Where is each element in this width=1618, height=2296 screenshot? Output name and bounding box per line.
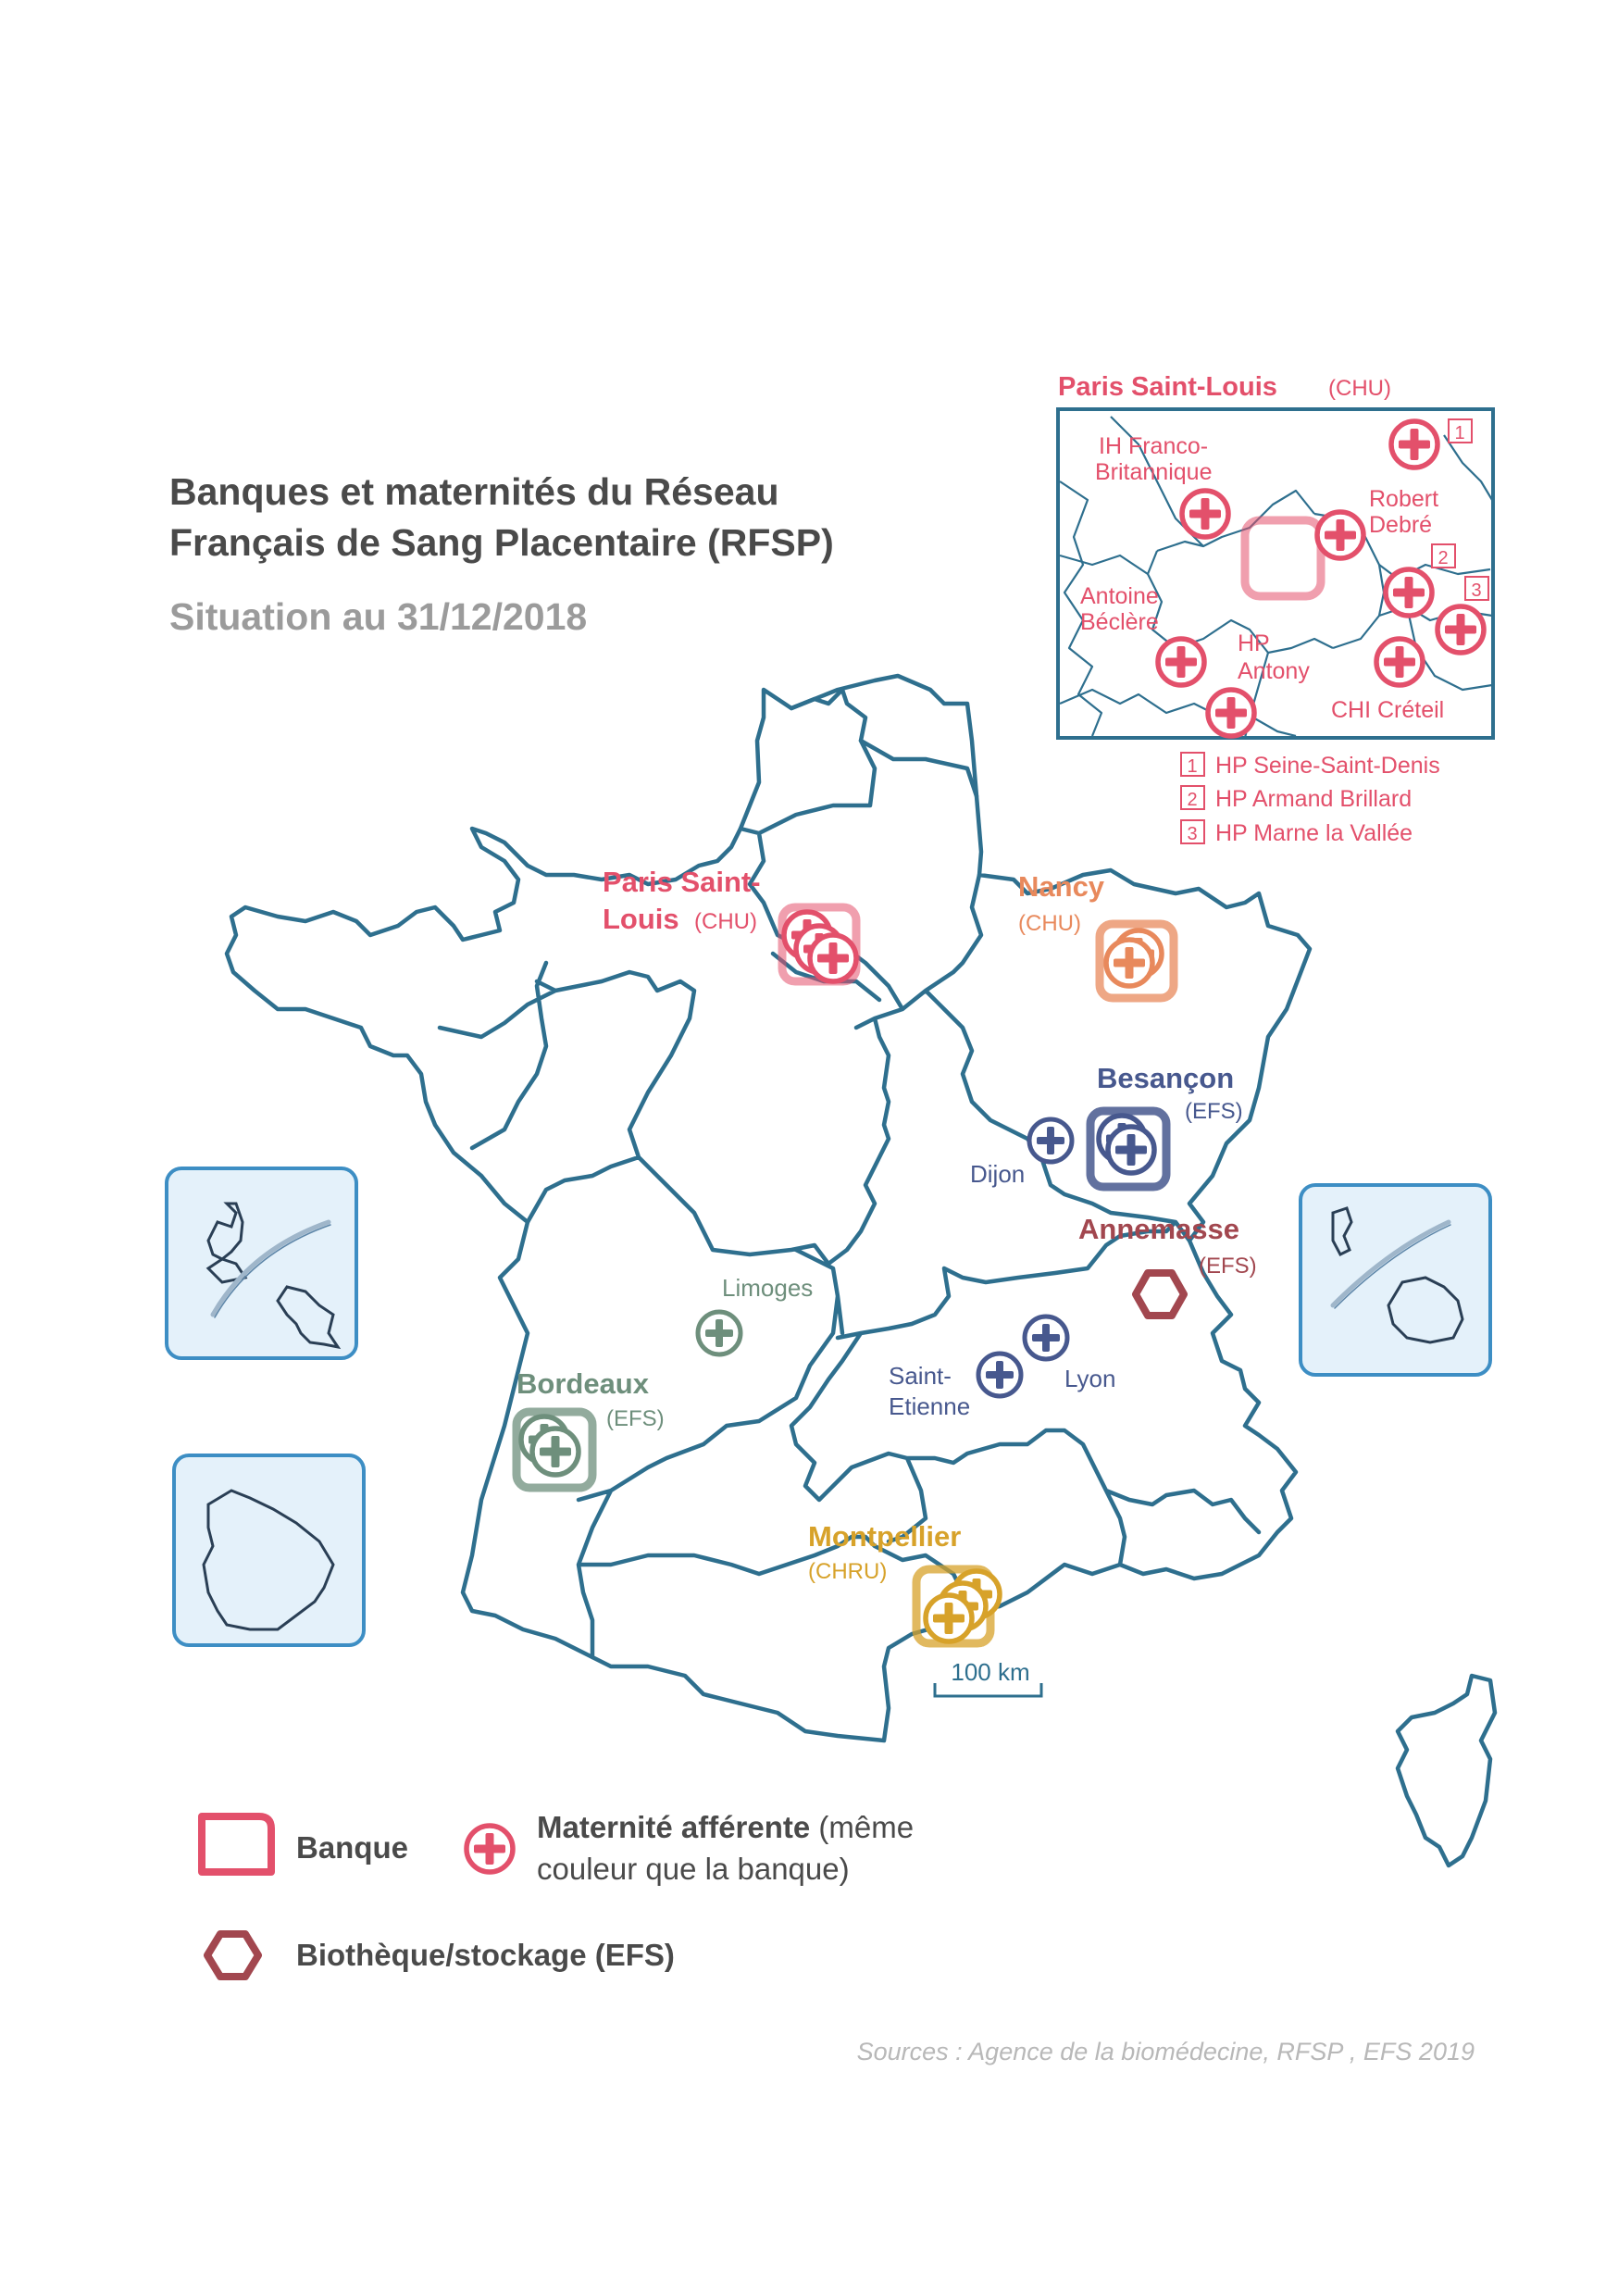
inset-num-2: 2 — [1438, 548, 1448, 568]
inset-maternity-ih-franco-britannique[interactable] — [1182, 491, 1228, 537]
sources-note: Sources : Agence de la biomédecine, RFSP… — [857, 2038, 1475, 2065]
bank-bordeaux-name: Bordeaux — [517, 1367, 650, 1400]
bank-paris-type: (CHU) — [694, 909, 757, 934]
france-outline — [224, 687, 1313, 1743]
inset-bank-square[interactable] — [1240, 516, 1326, 601]
bank-montpellier[interactable]: Montpellier (CHRU) — [808, 1520, 1000, 1648]
maternity-dijon-label: Dijon — [970, 1160, 1025, 1188]
bank-montpellier-name: Montpellier — [808, 1520, 961, 1553]
map-title-block: Banques et maternités du Réseau Français… — [169, 470, 834, 638]
inset-ab-label-1: Antoine — [1080, 583, 1159, 609]
legend-maternity-icon — [467, 1826, 513, 1872]
inset-type: (CHU) — [1328, 376, 1391, 401]
legend-maternity-rest-1: (même — [810, 1810, 914, 1844]
reunion-shape — [1387, 1276, 1464, 1344]
legend-biotheque-label: Biothèque/stockage (EFS) — [296, 1938, 675, 1972]
bank-paris-name-2: Louis — [603, 903, 679, 935]
bank-nancy-name: Nancy — [1018, 870, 1105, 903]
bank-annemasse-name: Annemasse — [1078, 1213, 1239, 1245]
martinique-shape — [276, 1285, 342, 1350]
subtitle: Situation au 31/12/2018 — [169, 595, 587, 638]
inset-maternity-antoine-beclere[interactable] — [1158, 639, 1204, 685]
legend-maternity-line-1: Maternité afférente (même — [537, 1810, 914, 1844]
maternity-saint-etienne[interactable]: Saint- Etienne — [889, 1354, 1021, 1420]
inset-guyane — [172, 1454, 366, 1647]
inset-ab-label-2: Béclère — [1080, 609, 1159, 635]
bank-bordeaux-type: (EFS) — [606, 1406, 665, 1431]
bank-montpellier-type: (CHRU) — [808, 1559, 887, 1584]
bank-annemasse-type: (EFS) — [1199, 1254, 1257, 1279]
maternity-lyon[interactable]: Lyon — [1025, 1316, 1115, 1392]
footnote-1-num: 1 — [1187, 756, 1197, 777]
inset-num-1: 1 — [1454, 423, 1464, 443]
footnote-3-text: HP Marne la Vallée — [1215, 820, 1413, 846]
inset-maternity-2[interactable] — [1386, 569, 1432, 616]
inset-ih-label-1: IH Franco- — [1099, 433, 1208, 459]
bank-besancon[interactable]: Besançon (EFS) — [1086, 1062, 1243, 1192]
legend-maternity-rest-2: couleur que la banque) — [537, 1852, 850, 1886]
bank-paris[interactable]: Paris Saint- Louis (CHU) — [603, 866, 861, 986]
inset-ih-label-2: Britannique — [1095, 459, 1212, 485]
inset-footnotes: 1 HP Seine-Saint-Denis 2 HP Armand Brill… — [1180, 752, 1440, 846]
scale-bar: 100 km — [933, 1658, 1043, 1698]
biotheque-annemasse[interactable]: Annemasse (EFS) — [1078, 1213, 1257, 1319]
footnote-2-num: 2 — [1187, 790, 1197, 810]
bank-nancy-type: (CHU) — [1018, 911, 1081, 936]
inset-maternity-1[interactable] — [1391, 421, 1438, 468]
maternity-saint-etienne-label-2: Etienne — [889, 1392, 970, 1420]
guadeloupe-shape — [205, 1202, 248, 1284]
maternity-lyon-label: Lyon — [1064, 1365, 1115, 1392]
legend-biotheque-item: Biothèque/stockage (EFS) — [204, 1930, 675, 1980]
legend-maternity-bold: Maternité afférente — [537, 1810, 810, 1844]
title-line-1: Banques et maternités du Réseau — [169, 470, 778, 513]
maternity-limoges[interactable]: Limoges — [698, 1274, 813, 1354]
legend-bank-item: Banque — [198, 1813, 408, 1876]
bank-paris-name-1: Paris Saint- — [603, 866, 761, 898]
legend-maternity-item: Maternité afférente (même couleur que la… — [467, 1810, 914, 1886]
legend-hexagon-icon — [204, 1930, 262, 1980]
legend: Banque Maternité afférente (même couleur… — [198, 1810, 914, 1980]
inset-maternity-robert-debre[interactable] — [1317, 512, 1363, 558]
legend-bank-icon — [198, 1813, 275, 1876]
france-map — [224, 673, 1498, 1868]
inset-title: Paris Saint-Louis — [1058, 372, 1277, 402]
bank-nancy[interactable]: Nancy (CHU) — [1018, 870, 1178, 1003]
inset-chi-label: CHI Créteil — [1331, 697, 1444, 723]
inset-hpa-label-1: HP — [1238, 630, 1270, 656]
inset-rd-label-1: Robert — [1369, 486, 1438, 512]
inset-maternity-hp-antony[interactable] — [1208, 690, 1254, 736]
inset-mayotte-reunion — [1299, 1183, 1492, 1377]
scale-label: 100 km — [951, 1658, 1029, 1686]
region-borders — [437, 673, 1262, 1660]
bank-besancon-type: (EFS) — [1185, 1099, 1243, 1124]
footnote-3-num: 3 — [1187, 824, 1197, 844]
maternity-dijon[interactable]: Dijon — [970, 1119, 1072, 1188]
bank-besancon-name: Besançon — [1097, 1062, 1234, 1094]
paris-inset: Paris Saint-Louis (CHU) IH Franco- — [1056, 372, 1495, 740]
inset-num-3: 3 — [1471, 580, 1481, 601]
inset-maternity-3[interactable] — [1438, 606, 1484, 653]
bank-bordeaux[interactable]: Bordeaux (EFS) — [512, 1367, 665, 1492]
title-line-2: Français de Sang Placentaire (RFSP) — [169, 521, 834, 564]
inset-guadeloupe-martinique — [165, 1167, 358, 1360]
maternity-limoges-label: Limoges — [722, 1274, 813, 1302]
guyane-shape — [202, 1489, 335, 1631]
inset-maternity-chi-creteil[interactable] — [1376, 639, 1423, 685]
inset-rd-label-2: Debré — [1369, 512, 1432, 538]
inset-hpa-label-2: Antony — [1238, 658, 1310, 684]
mayotte-shape — [1331, 1206, 1353, 1256]
corsica-outline — [1395, 1673, 1498, 1868]
maternity-saint-etienne-label-1: Saint- — [889, 1362, 952, 1390]
footnote-1-text: HP Seine-Saint-Denis — [1215, 753, 1440, 779]
footnote-2-text: HP Armand Brillard — [1215, 786, 1412, 812]
legend-bank-label: Banque — [296, 1830, 408, 1865]
